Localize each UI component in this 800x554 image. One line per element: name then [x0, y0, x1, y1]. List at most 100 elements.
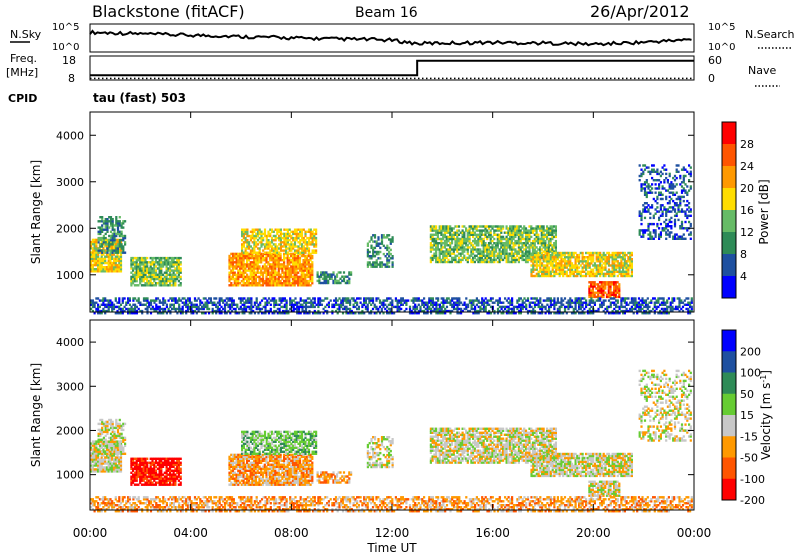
range-gate-cell [433, 252, 436, 255]
range-gate-cell [154, 273, 158, 276]
range-gate-cell [304, 269, 307, 272]
range-gate-cell [284, 279, 287, 283]
range-gate-cell [463, 242, 466, 245]
range-gate-cell [90, 257, 93, 260]
range-gate-cell [307, 265, 310, 268]
range-gate-cell [248, 234, 251, 238]
range-gate-cell [553, 270, 556, 273]
range-gate-cell [560, 256, 563, 259]
range-gate-cell [456, 229, 459, 232]
range-gate-cell [593, 251, 596, 255]
range-gate-cell [482, 258, 485, 262]
range-gate-cell [233, 265, 236, 268]
range-gate-cell [537, 264, 540, 267]
range-gate-cell [429, 258, 432, 262]
range-gate-cell [465, 244, 468, 247]
range-gate-cell [146, 282, 149, 285]
range-gate-cell [547, 242, 550, 245]
range-gate-cell [334, 277, 337, 280]
range-gate-cell [178, 297, 181, 300]
range-gate-cell [684, 214, 687, 217]
range-gate-cell [341, 303, 345, 306]
range-gate-cell [304, 256, 307, 260]
range-gate-cell [98, 268, 101, 271]
range-gate-cell [294, 303, 297, 306]
range-gate-cell [579, 260, 582, 263]
range-gate-cell [100, 270, 103, 273]
range-gate-cell [319, 303, 322, 306]
range-gate-cell [178, 307, 181, 311]
range-gate-cell [665, 214, 668, 217]
range-gate-cell [258, 279, 261, 283]
range-gate-cell [605, 281, 609, 284]
range-gate-cell [146, 297, 149, 300]
range-gate-cell [443, 227, 446, 230]
range-gate-cell [472, 235, 475, 239]
range-gate-cell [526, 235, 529, 239]
range-gate-cell [373, 261, 377, 264]
range-gate-cell [244, 241, 247, 244]
range-gate-cell [546, 231, 549, 234]
range-gate-cell [510, 237, 513, 241]
range-gate-cell [283, 252, 286, 256]
range-gate-cell [195, 312, 198, 315]
range-gate-cell [133, 263, 136, 266]
range-gate-cell [366, 255, 369, 258]
range-gate-cell [338, 303, 341, 306]
range-gate-cell [436, 248, 439, 251]
range-gate-cell [470, 244, 473, 247]
range-gate-cell [120, 226, 123, 229]
range-gate-cell [517, 260, 520, 264]
range-gate-cell [296, 303, 299, 306]
range-gate-cell [102, 228, 105, 231]
range-gate-cell [142, 297, 146, 300]
range-gate-cell [281, 277, 284, 281]
range-gate-cell [100, 240, 103, 244]
range-gate-cell [296, 305, 299, 309]
range-gate-cell [302, 254, 305, 258]
range-gate-cell [279, 241, 282, 244]
range-gate-cell [565, 256, 568, 259]
range-gate-cell [109, 299, 112, 302]
range-gate-cell [480, 256, 483, 260]
range-gate-cell [387, 297, 390, 300]
range-gate-cell [327, 279, 330, 283]
range-gate-cell [496, 256, 499, 260]
range-gate-cell [181, 305, 184, 309]
range-gate-cell [368, 255, 371, 258]
range-gate-cell [170, 263, 173, 266]
range-gate-cell [325, 271, 328, 274]
range-gate-cell [370, 257, 373, 260]
range-gate-cell [249, 282, 252, 285]
range-gate-cell [463, 237, 466, 241]
range-gate-cell [461, 250, 464, 253]
range-gate-cell [466, 252, 469, 255]
range-gate-cell [400, 303, 403, 306]
range-gate-cell [218, 301, 221, 304]
range-gate-cell [169, 263, 172, 266]
range-gate-cell [622, 272, 625, 276]
range-gate-cell [276, 282, 279, 285]
range-gate-cell [444, 309, 447, 313]
range-gate-cell [450, 239, 454, 243]
range-gate-cell [530, 258, 533, 261]
range-gate-cell [528, 252, 531, 255]
range-gate-cell [309, 254, 312, 258]
range-gate-cell [388, 255, 391, 258]
range-gate-cell [489, 246, 492, 249]
range-gate-cell [326, 312, 329, 315]
range-gate-cell [320, 271, 323, 274]
range-gate-cell [688, 189, 691, 192]
range-gate-cell [574, 264, 577, 267]
range-gate-cell [604, 258, 607, 261]
range-gate-cell [158, 284, 161, 287]
range-gate-cell [537, 235, 540, 239]
range-gate-cell [586, 251, 589, 255]
range-gate-cell [517, 239, 520, 243]
range-gate-cell [90, 255, 93, 258]
range-gate-cell [549, 229, 552, 232]
range-gate-cell [547, 239, 550, 243]
range-gate-cell [514, 233, 517, 236]
range-gate-cell [233, 284, 236, 287]
range-gate-cell [523, 231, 526, 234]
